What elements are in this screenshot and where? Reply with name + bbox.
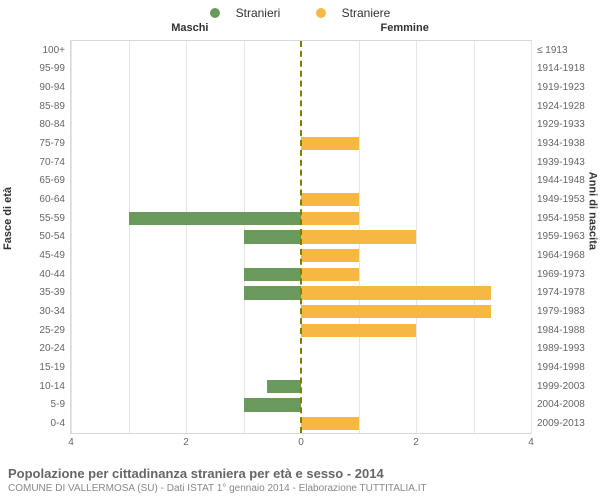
legend-label-female: Straniere bbox=[342, 6, 391, 20]
bar-female bbox=[301, 249, 359, 262]
y-label-birth: 1954-1958 bbox=[531, 209, 585, 228]
bar-male bbox=[244, 398, 302, 411]
bar-male bbox=[244, 286, 302, 299]
bar-male bbox=[244, 268, 302, 281]
bar-female bbox=[301, 286, 491, 299]
bar-female bbox=[301, 417, 359, 430]
y-label-age: 25-29 bbox=[39, 321, 71, 340]
legend: Stranieri Straniere bbox=[0, 0, 600, 21]
y-label-birth: 1974-1978 bbox=[531, 284, 585, 303]
y-label-age: 35-39 bbox=[39, 284, 71, 303]
y-label-age: 75-79 bbox=[39, 134, 71, 153]
caption: Popolazione per cittadinanza straniera p… bbox=[8, 466, 592, 494]
y-label-age: 40-44 bbox=[39, 265, 71, 284]
y-label-birth: 2004-2008 bbox=[531, 396, 585, 415]
y-label-birth: 1924-1928 bbox=[531, 97, 585, 116]
y-label-age: 15-19 bbox=[39, 358, 71, 377]
x-tick-label: 0 bbox=[298, 433, 304, 448]
y-label-age: 65-69 bbox=[39, 172, 71, 191]
bar-female bbox=[301, 230, 416, 243]
y-label-birth: 1969-1973 bbox=[531, 265, 585, 284]
legend-swatch-female bbox=[316, 8, 326, 18]
y-label-birth: 1994-1998 bbox=[531, 358, 585, 377]
y-label-birth: 1989-1993 bbox=[531, 340, 585, 359]
y-label-birth: 1964-1968 bbox=[531, 246, 585, 265]
y-label-age: 95-99 bbox=[39, 60, 71, 79]
bar-female bbox=[301, 324, 416, 337]
y-label-age: 60-64 bbox=[39, 190, 71, 209]
y-label-age: 100+ bbox=[42, 41, 71, 60]
bar-male bbox=[267, 380, 302, 393]
y-label-age: 30-34 bbox=[39, 302, 71, 321]
y-label-age: 0-4 bbox=[51, 414, 71, 433]
y-label-age: 10-14 bbox=[39, 377, 71, 396]
y-label-age: 55-59 bbox=[39, 209, 71, 228]
legend-item-male: Stranieri bbox=[202, 6, 289, 20]
bar-female bbox=[301, 193, 359, 206]
caption-title: Popolazione per cittadinanza straniera p… bbox=[8, 466, 592, 481]
bar-female bbox=[301, 137, 359, 150]
x-tick-label: 4 bbox=[68, 433, 74, 448]
center-divider bbox=[300, 41, 302, 433]
y-label-birth: 1959-1963 bbox=[531, 228, 585, 247]
y-label-birth: 1934-1938 bbox=[531, 134, 585, 153]
y-label-birth: 1919-1923 bbox=[531, 78, 585, 97]
y-label-age: 50-54 bbox=[39, 228, 71, 247]
y-label-birth: 1949-1953 bbox=[531, 190, 585, 209]
y-label-age: 20-24 bbox=[39, 340, 71, 359]
bar-male bbox=[244, 230, 302, 243]
bar-male bbox=[129, 212, 302, 225]
x-tick-label: 2 bbox=[183, 433, 189, 448]
y-label-birth: 1999-2003 bbox=[531, 377, 585, 396]
y-label-age: 5-9 bbox=[51, 396, 71, 415]
bar-female bbox=[301, 212, 359, 225]
x-tick-label: 4 bbox=[528, 433, 534, 448]
x-tick-label: 2 bbox=[413, 433, 419, 448]
chart-container: Maschi Femmine 100+≤ 191395-991914-19189… bbox=[70, 40, 530, 432]
y-label-birth: 2009-2013 bbox=[531, 414, 585, 433]
y-label-birth: 1944-1948 bbox=[531, 172, 585, 191]
y-label-birth: 1939-1943 bbox=[531, 153, 585, 172]
y-label-birth: 1984-1988 bbox=[531, 321, 585, 340]
y-label-age: 85-89 bbox=[39, 97, 71, 116]
y-axis-title-right: Anni di nascita bbox=[586, 172, 598, 250]
legend-label-male: Stranieri bbox=[236, 6, 281, 20]
legend-swatch-male bbox=[210, 8, 220, 18]
legend-item-female: Straniere bbox=[308, 6, 399, 20]
caption-subtitle: COMUNE DI VALLERMOSA (SU) - Dati ISTAT 1… bbox=[8, 483, 592, 494]
y-label-age: 70-74 bbox=[39, 153, 71, 172]
pyramid-chart: 100+≤ 191395-991914-191890-941919-192385… bbox=[70, 40, 532, 434]
bar-female bbox=[301, 305, 491, 318]
y-label-age: 80-84 bbox=[39, 116, 71, 135]
side-title-right: Femmine bbox=[381, 22, 429, 34]
y-label-age: 90-94 bbox=[39, 78, 71, 97]
y-label-birth: 1929-1933 bbox=[531, 116, 585, 135]
y-label-age: 45-49 bbox=[39, 246, 71, 265]
y-axis-title-left: Fasce di età bbox=[2, 187, 14, 250]
y-label-birth: 1979-1983 bbox=[531, 302, 585, 321]
y-label-birth: 1914-1918 bbox=[531, 60, 585, 79]
y-label-birth: ≤ 1913 bbox=[531, 41, 568, 60]
bar-female bbox=[301, 268, 359, 281]
side-title-left: Maschi bbox=[171, 22, 208, 34]
